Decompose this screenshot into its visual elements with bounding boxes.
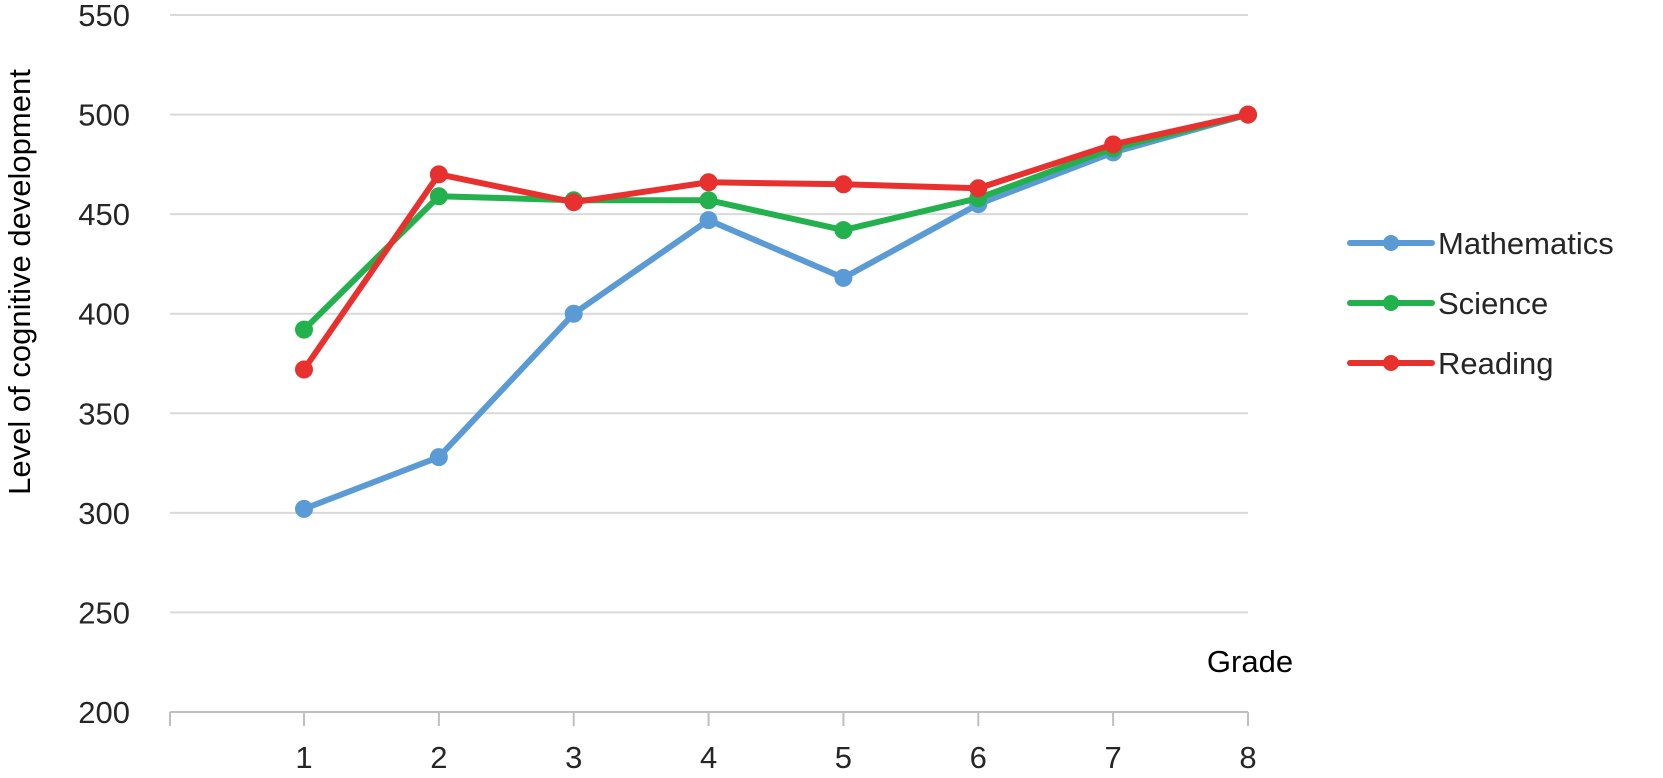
y-tick-label-400: 400 bbox=[78, 297, 130, 332]
legend-item-science: Science bbox=[1347, 286, 1548, 321]
y-tick-label-450: 450 bbox=[78, 197, 130, 232]
y-tick-label-500: 500 bbox=[78, 98, 130, 133]
y-tick-label-200: 200 bbox=[78, 695, 130, 730]
data-point-reading-5 bbox=[834, 175, 853, 194]
legend: Mathematics Science Reading bbox=[1347, 226, 1614, 381]
legend-marker-reading bbox=[1383, 355, 1399, 371]
legend-marker-science bbox=[1383, 295, 1399, 311]
x-tick-label-5: 5 bbox=[835, 740, 852, 775]
data-point-reading-4 bbox=[699, 173, 718, 192]
data-point-mathematics-4 bbox=[699, 211, 718, 230]
y-tick-label-550: 550 bbox=[78, 0, 130, 33]
legend-item-reading: Reading bbox=[1347, 346, 1553, 381]
data-point-reading-8 bbox=[1239, 105, 1257, 124]
series-line-science bbox=[301, 111, 1251, 333]
data-point-mathematics-5 bbox=[834, 268, 853, 287]
series-line-reading bbox=[301, 111, 1251, 373]
data-point-reading-2 bbox=[429, 165, 448, 184]
data-point-reading-7 bbox=[1104, 135, 1123, 154]
data-point-science-4 bbox=[699, 191, 718, 210]
series-layer bbox=[295, 105, 1257, 518]
series-reading bbox=[295, 105, 1257, 379]
data-point-science-2 bbox=[429, 187, 448, 206]
legend-marker-mathematics bbox=[1383, 235, 1399, 251]
legend-item-mathematics: Mathematics bbox=[1347, 226, 1614, 261]
x-tick-label-7: 7 bbox=[1105, 740, 1122, 775]
data-point-reading-1 bbox=[295, 360, 313, 379]
data-point-mathematics-1 bbox=[295, 499, 313, 518]
legend-label-science: Science bbox=[1438, 286, 1548, 321]
data-point-reading-6 bbox=[969, 179, 988, 198]
axes: 200 250 300 350 400 450 500 550 1 2 3 4 5 6 7 8 bbox=[78, 0, 1256, 775]
legend-label-reading: Reading bbox=[1438, 346, 1553, 381]
data-point-mathematics-2 bbox=[429, 448, 448, 467]
gridlines bbox=[170, 14, 1248, 614]
legend-label-mathematics: Mathematics bbox=[1438, 226, 1614, 261]
x-tick-label-4: 4 bbox=[700, 740, 717, 775]
x-tick-label-2: 2 bbox=[430, 740, 447, 775]
x-axis-title: Grade bbox=[1207, 644, 1293, 679]
data-point-science-1 bbox=[295, 320, 313, 339]
x-tick-label-6: 6 bbox=[970, 740, 987, 775]
x-tick-label-1: 1 bbox=[295, 740, 312, 775]
data-point-science-5 bbox=[834, 221, 853, 240]
series-line-mathematics bbox=[301, 111, 1251, 512]
y-tick-label-350: 350 bbox=[78, 396, 130, 431]
data-point-reading-3 bbox=[564, 193, 583, 212]
y-tick-label-300: 300 bbox=[78, 496, 130, 531]
data-point-mathematics-3 bbox=[564, 304, 583, 323]
y-tick-label-250: 250 bbox=[78, 595, 130, 630]
x-tick-label-3: 3 bbox=[565, 740, 582, 775]
y-axis-title: Level of cognitive development bbox=[2, 69, 37, 495]
x-tick-label-8: 8 bbox=[1239, 740, 1256, 775]
